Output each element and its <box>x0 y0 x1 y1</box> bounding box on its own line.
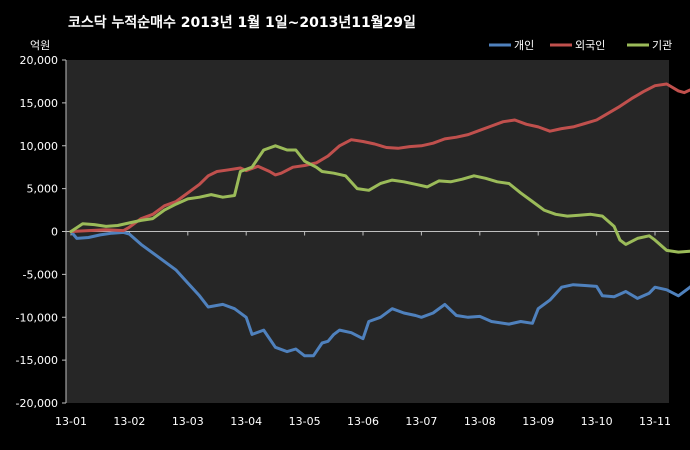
x-tick-label: 13-09 <box>522 415 554 428</box>
y-tick-label: -5,000 <box>23 268 58 281</box>
y-tick-label: 15,000 <box>20 97 59 110</box>
y-tick-label: 20,000 <box>20 54 59 67</box>
y-axis-unit-label: 억원 <box>30 39 51 52</box>
y-axis: 20,000 15,000 10,000 5,000 0 -5,000 -10,000 -15… <box>16 54 67 410</box>
legend-label-2: 기관 <box>652 39 672 52</box>
legend-label-1: 외국인 <box>575 39 605 52</box>
x-tick-label: 13-05 <box>289 415 321 428</box>
x-tick-label: 13-07 <box>405 415 437 428</box>
x-tick-label: 13-02 <box>113 415 145 428</box>
series-line-0 <box>69 230 690 358</box>
x-tick-label: 13-04 <box>230 415 262 428</box>
chart-title: 코스닥 누적순매수 2013년 1월 1일~2013년11월29일 <box>68 15 416 31</box>
x-tick-label: 13-06 <box>347 415 379 428</box>
legend-label-0: 개인 <box>514 39 534 52</box>
legend: 개인 외국인 기관 <box>489 39 672 52</box>
series-line-1 <box>69 82 690 233</box>
y-tick-label: 5,000 <box>27 183 59 196</box>
y-tick-label: 0 <box>51 226 58 239</box>
x-tick-label: 13-08 <box>464 415 496 428</box>
y-tick-label: -15,000 <box>16 354 58 367</box>
series-line-2 <box>69 144 690 254</box>
y-tick-label: -10,000 <box>16 311 58 324</box>
x-tick-label: 13-10 <box>581 415 613 428</box>
series-layer <box>69 82 690 358</box>
x-tick-label: 13-11 <box>639 415 671 428</box>
y-tick-label: 10,000 <box>20 140 59 153</box>
x-tick-label: 13-01 <box>55 415 87 428</box>
x-tick-label: 13-03 <box>172 415 204 428</box>
y-tick-label: -20,000 <box>16 397 58 410</box>
x-axis: 13-01 13-02 13-03 13-04 13-05 13-06 13-07 13-08… <box>55 231 671 428</box>
